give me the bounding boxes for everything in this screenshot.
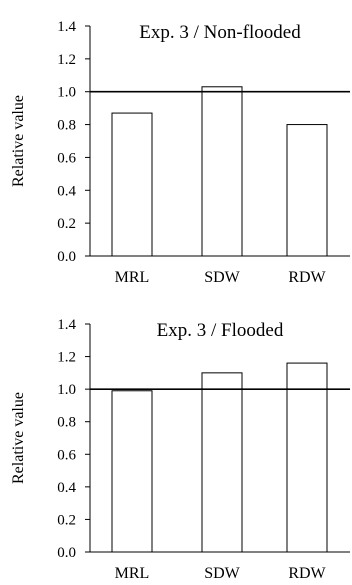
chart-panel-2: 0.0 0.2 0.4 0.6 0.8 1.0 1.2 1.4 MRL SDW RDW Relativ… [10,317,350,582]
y-axis-label: Relative value [10,392,27,484]
y-tick-label: 0.0 [57,545,76,561]
y-tick-label: 1.4 [57,317,76,333]
y-tick-label: 0.6 [57,447,76,463]
bar-sdw [201,372,243,553]
category-label-rdw: RDW [288,565,326,582]
category-label-sdw: SDW [204,269,240,286]
category-label-mrl: MRL [115,269,150,286]
y-tick-label: 0.2 [57,512,76,528]
category-label-sdw: SDW [204,565,240,582]
bar-rdw [286,124,328,257]
y-tick-label: 1.2 [57,350,76,366]
category-label-mrl: MRL [115,565,150,582]
y-tick-label: 0.4 [57,183,76,199]
y-tick-label: 0.0 [57,249,76,265]
bar-mrl [111,112,153,257]
y-tick-label: 0.8 [57,415,76,431]
y-tick-label: 0.6 [57,150,76,166]
chart-title: Exp. 3 / Flooded [157,320,284,341]
y-tick-label: 1.0 [57,85,76,101]
bar-rdw [286,362,328,553]
chart-title: Exp. 3 / Non-flooded [139,22,301,43]
y-tick-label: 0.8 [57,118,76,134]
y-tick-label: 0.2 [57,216,76,232]
y-tick-label: 1.0 [57,382,76,398]
chart-panel-1: 0.0 0.2 0.4 0.6 0.8 1.0 1.2 1.4 MRL SDW RDW Relativ… [10,19,350,286]
bar-mrl [111,390,153,553]
bar-sdw [201,86,243,257]
category-label-rdw: RDW [288,269,326,286]
y-tick-label: 1.2 [57,52,76,68]
y-tick-label: 0.4 [57,480,76,496]
y-axis-label: Relative value [10,95,27,187]
y-tick-label: 1.4 [57,19,76,35]
